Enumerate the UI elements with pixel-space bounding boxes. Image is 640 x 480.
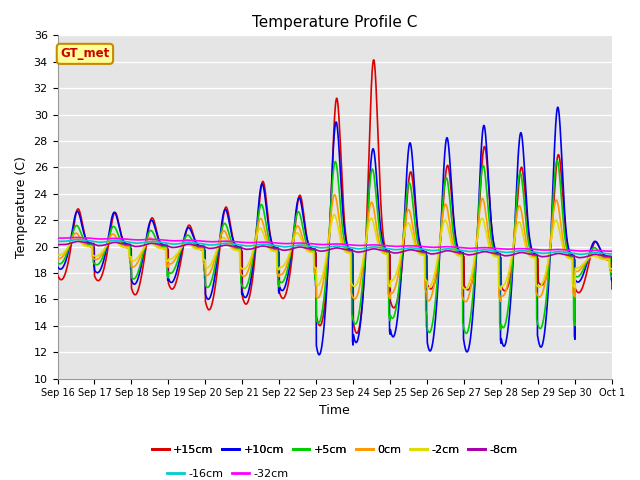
Title: Temperature Profile C: Temperature Profile C [252,15,417,30]
Y-axis label: Temperature (C): Temperature (C) [15,156,28,258]
Legend: +15cm, +10cm, +5cm, 0cm, -2cm, -8cm: +15cm, +10cm, +5cm, 0cm, -2cm, -8cm [148,440,522,459]
Text: GT_met: GT_met [60,48,109,60]
X-axis label: Time: Time [319,404,350,417]
